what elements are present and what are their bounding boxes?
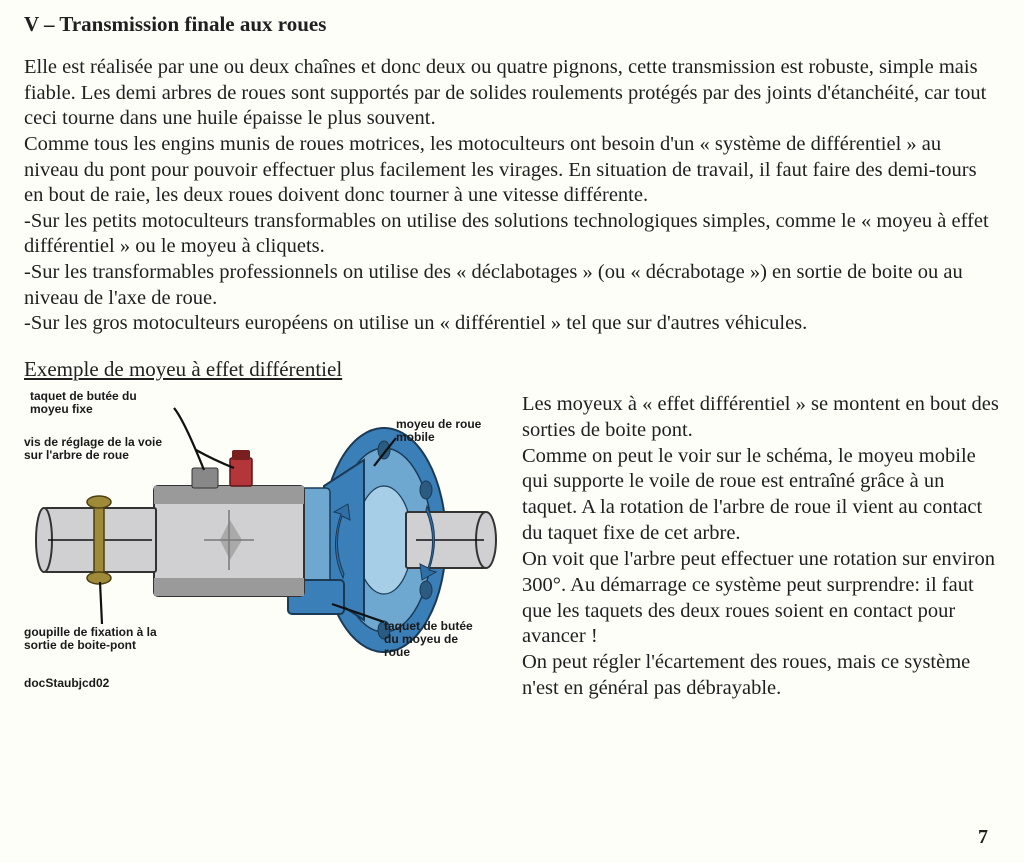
diagram-figure: taquet de butée du moyeu fixe vis de rég… [24,390,504,700]
label-moyeu-mobile: moyeu de roue mobile [396,418,506,444]
bullet-3: -Sur les gros motoculteurs européens on … [24,311,1000,337]
bullet-1: -Sur les petits motoculteurs transformab… [24,209,1000,260]
label-taquet-mobile: taquet de butée du moyeu de roue [384,620,504,660]
side-paragraph-2: Comme on peut le voir sur le schéma, le … [522,444,1000,547]
body-text-block: Elle est réalisée par une ou deux chaîne… [24,55,1000,337]
subheading: Exemple de moyeu à effet différentiel [24,357,1000,382]
label-taquet-fixe: taquet de butée du moyeu fixe [30,390,190,416]
bullet-2: -Sur les transformables professionnels o… [24,260,1000,311]
figure-credit: docStaubjcd02 [24,676,109,690]
section-heading: V – Transmission finale aux roues [24,12,1000,37]
page-number: 7 [978,826,988,849]
label-goupille: goupille de fixation à la sortie de boit… [24,626,204,652]
side-paragraph-1: Les moyeux à « effet différentiel » se m… [522,392,1000,444]
paragraph-1: Elle est réalisée par une ou deux chaîne… [24,55,1000,132]
side-text-block: Les moyeux à « effet différentiel » se m… [522,390,1000,702]
side-paragraph-4: On peut régler l'écartement des roues, m… [522,650,1000,702]
paragraph-2: Comme tous les engins munis de roues mot… [24,132,1000,209]
label-vis-reglage: vis de réglage de la voie sur l'arbre de… [24,436,204,462]
side-paragraph-3: On voit que l'arbre peut effectuer une r… [522,547,1000,650]
